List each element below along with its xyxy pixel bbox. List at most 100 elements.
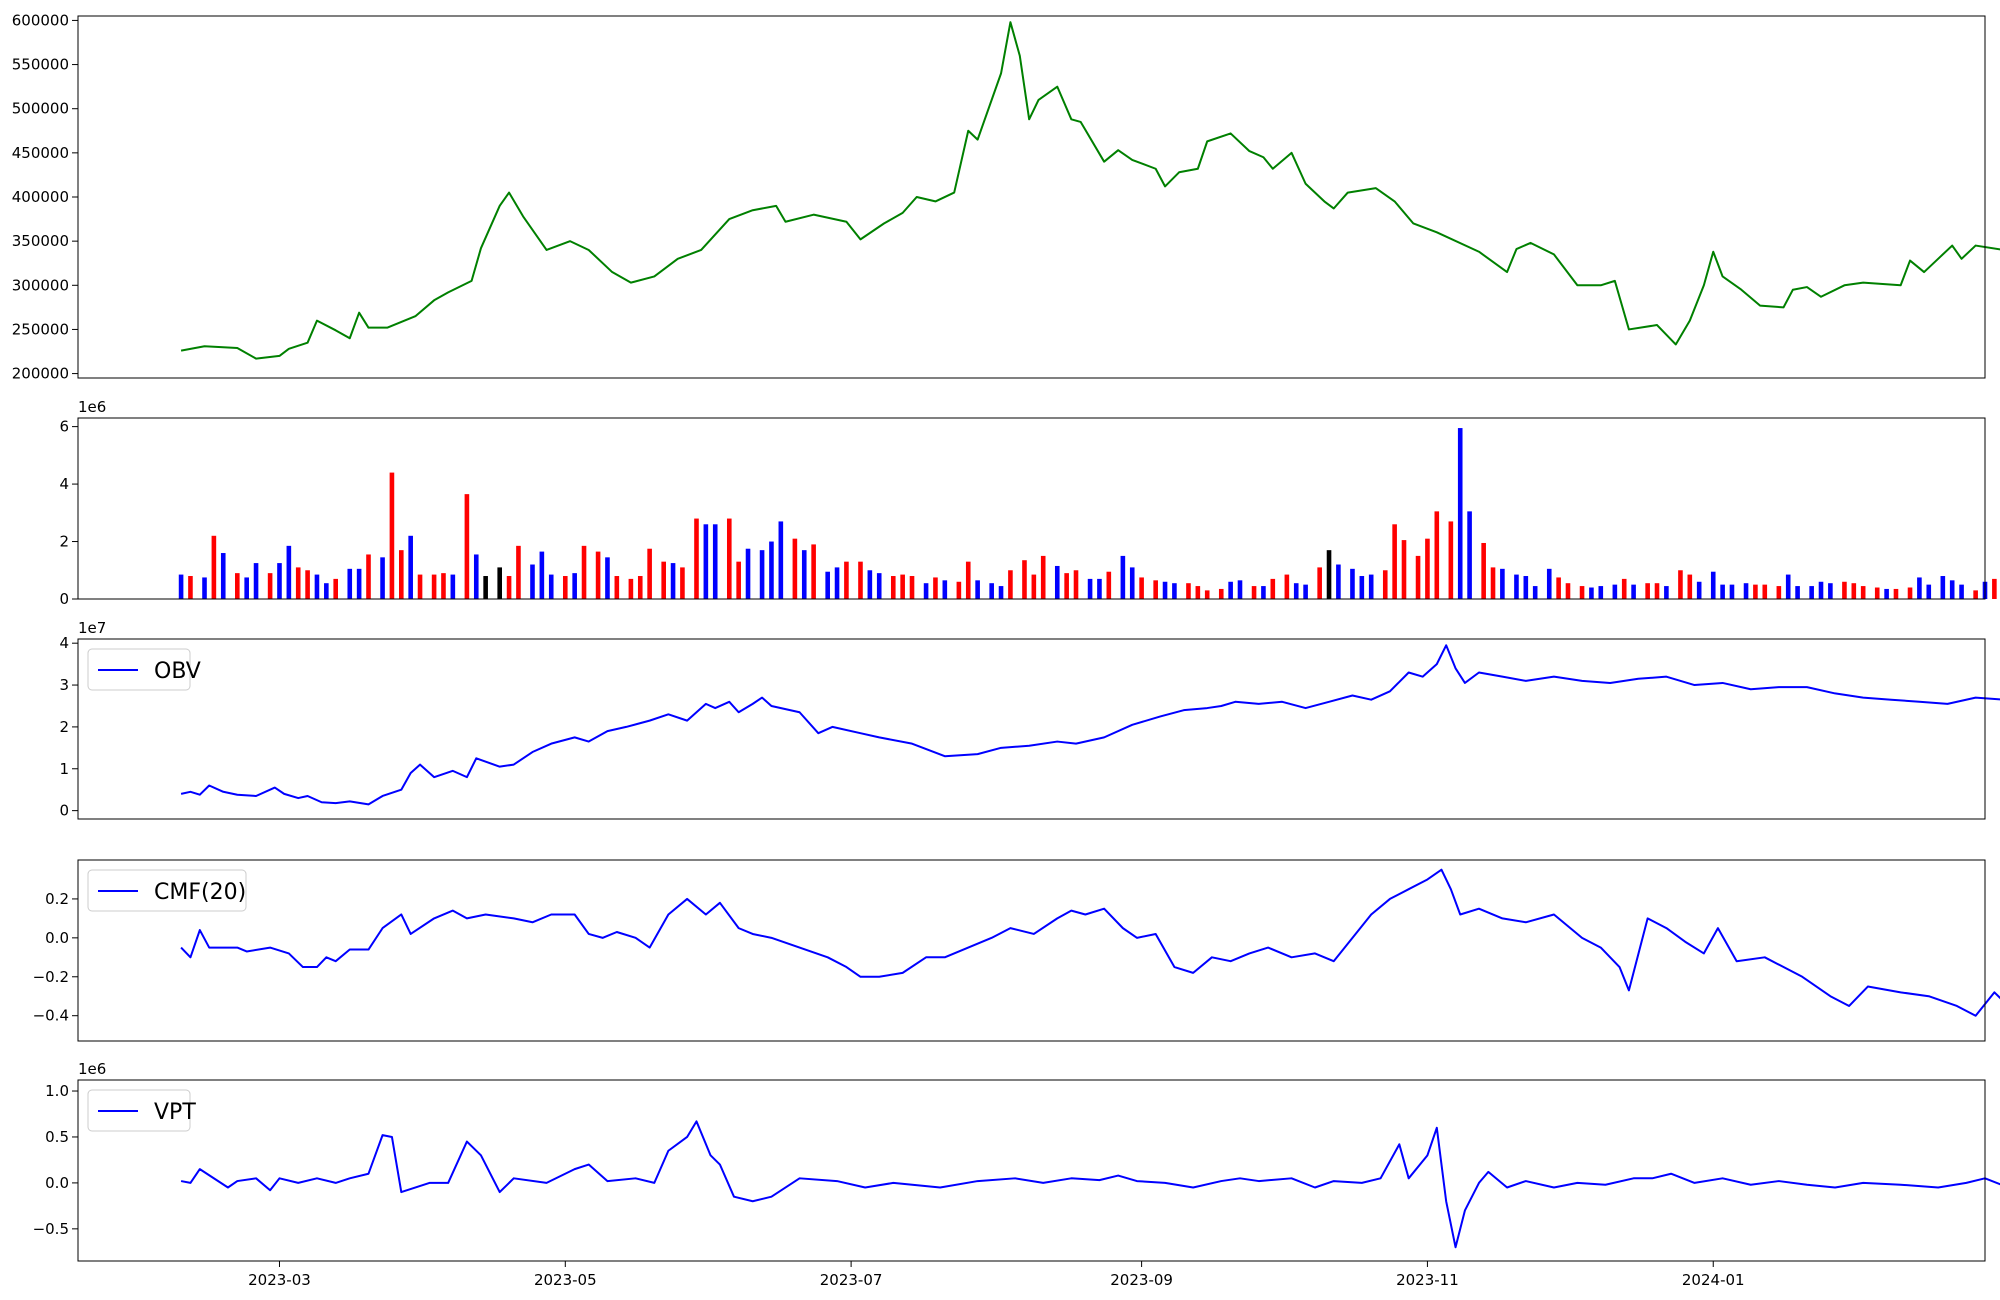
- volume-bar: [1546, 568, 1552, 599]
- y-tick-label: 1: [59, 760, 69, 778]
- volume-bar: [614, 576, 620, 599]
- volume-bar: [220, 553, 226, 599]
- volume-bar: [178, 574, 184, 599]
- volume-bar: [1893, 588, 1899, 599]
- volume-bar: [399, 550, 404, 599]
- volume-bar: [605, 557, 610, 599]
- volume-bar: [1120, 555, 1126, 599]
- volume-bar: [188, 576, 193, 599]
- volume-bar: [1523, 576, 1529, 599]
- x-tick-label: 2023-03: [248, 1271, 311, 1289]
- volume-bar: [1261, 586, 1266, 599]
- x-tick-label: 2023-05: [534, 1271, 597, 1289]
- volume-bar: [647, 548, 652, 599]
- axis-offset-label: 1e6: [78, 398, 106, 416]
- volume-bar: [1359, 576, 1365, 599]
- volume-bar: [1776, 586, 1782, 599]
- x-tick-label: 2023-11: [1396, 1271, 1459, 1289]
- volume-bar: [1696, 581, 1702, 599]
- volume-bar: [506, 576, 512, 599]
- volume-bar: [1743, 583, 1749, 599]
- volume-bar: [1448, 521, 1454, 599]
- y-tick-label: 600000: [12, 11, 69, 29]
- volume-bar: [628, 578, 634, 599]
- volume-bar: [694, 518, 699, 599]
- volume-bar: [595, 551, 601, 599]
- volume-bar: [1467, 511, 1472, 599]
- volume-bar: [1992, 578, 1997, 599]
- volume-bar: [1293, 583, 1299, 599]
- axis-offset-label: 1e6: [78, 1060, 106, 1078]
- volume-bar: [811, 544, 816, 599]
- legend-label: OBV: [154, 659, 201, 684]
- x-tick-label: 2023-09: [1110, 1271, 1173, 1289]
- volume-bar: [778, 521, 784, 599]
- volume-bar: [1949, 580, 1955, 599]
- legend-box: [87, 648, 191, 691]
- volume-bar: [1040, 555, 1046, 599]
- volume-bar: [380, 557, 385, 599]
- volume-bar: [670, 563, 676, 599]
- obv-line: [180, 644, 2000, 806]
- volume-bar: [389, 472, 395, 599]
- volume-bar: [450, 574, 456, 599]
- volume-bar: [1687, 574, 1693, 599]
- y-tick-label: 4: [59, 634, 69, 652]
- volume-bar: [235, 573, 240, 599]
- volume-bar: [1022, 560, 1027, 599]
- volume-bar: [1228, 581, 1233, 599]
- volume-bar: [745, 548, 751, 599]
- volume-bar: [539, 551, 545, 599]
- volume-bar: [1172, 583, 1177, 599]
- volume-bar: [305, 570, 310, 599]
- volume-bar: [1087, 578, 1093, 599]
- y-tick-label: 350000: [12, 232, 69, 250]
- y-tick-label: −0.5: [33, 1220, 69, 1238]
- volume-bar: [1612, 584, 1618, 599]
- legend: VPT: [87, 1089, 196, 1132]
- volume-bar: [1415, 555, 1421, 599]
- volume-bar: [876, 573, 882, 599]
- volume-bar: [277, 563, 282, 599]
- volume-bar: [1926, 584, 1932, 599]
- volume-bar: [1664, 586, 1669, 599]
- volume-bar: [1621, 578, 1627, 599]
- y-tick-label: 6: [59, 418, 69, 436]
- volume-bar: [1401, 540, 1407, 599]
- volume-bar: [1129, 567, 1135, 599]
- y-tick-label: 4: [59, 475, 69, 493]
- y-tick-label: 200000: [12, 365, 69, 383]
- volume-bar: [1654, 583, 1660, 599]
- volume-bar: [295, 567, 301, 599]
- volume-bar: [825, 571, 830, 599]
- legend: CMF(20): [87, 869, 247, 912]
- volume-bar: [680, 567, 685, 599]
- volume-bar: [1565, 583, 1571, 599]
- volume-bar: [1204, 590, 1210, 599]
- vpt-line: [180, 1120, 2000, 1249]
- y-tick-label: 550000: [12, 56, 69, 74]
- volume-bar: [1973, 590, 1978, 599]
- volume-bar: [1434, 511, 1440, 599]
- volume-bar: [483, 576, 488, 599]
- volume-bar: [759, 550, 765, 599]
- volume-bar: [1054, 565, 1060, 599]
- volume-bar: [253, 563, 259, 599]
- volume-bar: [975, 580, 980, 599]
- volume-bar: [801, 550, 807, 599]
- panel-1: 200000 250000 300000 350000 400000 450000 5000…: [12, 11, 2000, 383]
- volume-bar: [858, 561, 863, 599]
- volume-bar: [572, 573, 577, 599]
- volume-bar: [1729, 584, 1735, 599]
- volume-bar: [1720, 584, 1725, 599]
- volume-bar: [1589, 587, 1594, 599]
- volume-bar: [408, 535, 413, 599]
- volume-bar: [965, 561, 971, 599]
- panel-5: −0.5 0.0 0.5 1.0 1e6 VPT 2023-03 2023-05 2023-07…: [33, 1060, 2000, 1289]
- volume-bar: [923, 583, 929, 599]
- y-tick-label: 2: [59, 718, 69, 736]
- y-tick-label: 0.0: [45, 1174, 69, 1192]
- volume-bar: [562, 576, 568, 599]
- volume-bar: [1500, 568, 1505, 599]
